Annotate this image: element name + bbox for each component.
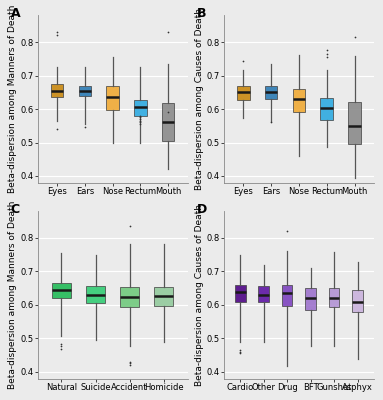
PathPatch shape bbox=[265, 86, 277, 99]
PathPatch shape bbox=[154, 287, 173, 306]
PathPatch shape bbox=[106, 86, 119, 110]
PathPatch shape bbox=[282, 285, 293, 306]
PathPatch shape bbox=[348, 102, 361, 144]
Text: B: B bbox=[197, 7, 206, 20]
Text: C: C bbox=[10, 203, 20, 216]
PathPatch shape bbox=[235, 285, 246, 302]
Y-axis label: Beta-dispersion among Causes of Death: Beta-dispersion among Causes of Death bbox=[195, 204, 204, 386]
PathPatch shape bbox=[329, 288, 339, 306]
PathPatch shape bbox=[52, 283, 71, 298]
Text: A: A bbox=[10, 7, 20, 20]
PathPatch shape bbox=[293, 89, 305, 112]
PathPatch shape bbox=[79, 86, 91, 96]
PathPatch shape bbox=[134, 100, 147, 116]
Y-axis label: Beta-dispersion among Causes of Death: Beta-dispersion among Causes of Death bbox=[195, 8, 204, 190]
PathPatch shape bbox=[305, 288, 316, 310]
PathPatch shape bbox=[120, 288, 139, 306]
PathPatch shape bbox=[162, 103, 175, 141]
PathPatch shape bbox=[237, 86, 250, 100]
PathPatch shape bbox=[51, 84, 63, 97]
PathPatch shape bbox=[86, 286, 105, 303]
PathPatch shape bbox=[321, 98, 333, 120]
PathPatch shape bbox=[259, 286, 269, 302]
Y-axis label: Beta-dispersion among Manners of Death: Beta-dispersion among Manners of Death bbox=[8, 201, 17, 389]
PathPatch shape bbox=[352, 290, 363, 312]
Text: D: D bbox=[197, 203, 207, 216]
Y-axis label: Beta-dispersion among Manners of Death: Beta-dispersion among Manners of Death bbox=[8, 5, 17, 193]
